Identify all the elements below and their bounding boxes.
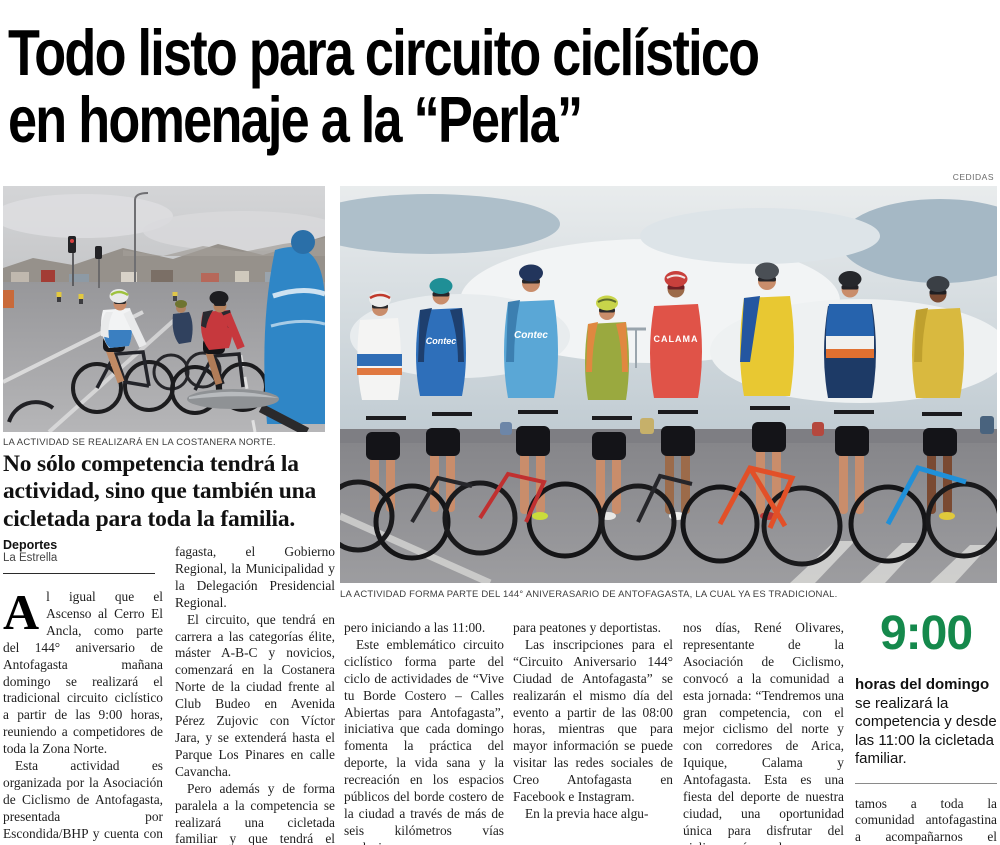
- paragraph: Esta actividad es organizada por la Asoc…: [3, 758, 163, 845]
- secondary-photo-race: [3, 186, 325, 432]
- lineup-scene-illustration: Contec Contec: [340, 186, 997, 583]
- paragraph-text: l igual que el Ascenso al Cerro El Ancla…: [3, 589, 163, 757]
- cyclist-white-blue: [71, 289, 175, 414]
- riders-row: Contec Contec: [357, 262, 964, 400]
- factbox-divider: [855, 782, 997, 784]
- article-column-3: pero iniciando a las 11:00. Este emblemá…: [344, 620, 504, 845]
- paragraph: Pero además y de forma paralela a la com…: [175, 780, 335, 845]
- article-column-5: nos días, René Olivares, representante d…: [683, 620, 844, 845]
- rider-7: [824, 271, 876, 398]
- jersey-text-contec-2: Contec: [514, 330, 548, 341]
- headline-line2: en homenaje a la “Perla”: [8, 83, 583, 156]
- traffic-light: [68, 236, 102, 288]
- race-scene-illustration: [3, 186, 325, 432]
- left-photo-caption: LA ACTIVIDAD SE REALIZARÁ EN LA COSTANER…: [3, 437, 276, 448]
- handlebars-row: [366, 406, 962, 420]
- closing-paragraph: tamos a toda la comunidad antofagastina …: [855, 796, 997, 845]
- section-label: Deportes: [3, 538, 58, 552]
- drop-cap: A: [3, 584, 40, 640]
- partial-wheel: [7, 400, 55, 423]
- course-marshals: [56, 292, 178, 304]
- rider-6: [740, 262, 794, 396]
- main-photo-lineup: Contec Contec: [340, 186, 997, 583]
- factbox-time: 9:00: [879, 607, 973, 660]
- article-column-4: para peatones y deportistas. Las inscrip…: [513, 620, 673, 823]
- jersey-text-calama: CALAMA: [654, 334, 699, 344]
- main-photo-caption: LA ACTIVIDAD FORMA PARTE DEL 144° ANIVER…: [340, 589, 838, 600]
- rider-4: [585, 295, 629, 400]
- rider-3: Contec: [504, 264, 558, 398]
- paragraph: para peatones y deportistas.: [513, 620, 661, 635]
- factbox-lead-bold: horas del domingo: [855, 676, 990, 693]
- photo-credit: CEDIDAS: [952, 172, 994, 182]
- closing-text: tamos a toda la comunidad antofagastina …: [855, 795, 997, 845]
- byline-divider: [3, 573, 155, 574]
- foreground-saddle: [187, 389, 310, 432]
- standfirst: No sólo competencia tendrá la actividad,…: [3, 451, 317, 532]
- paragraph: En la previa hace algu-: [525, 805, 649, 821]
- paragraph: Este emblemático circuito ciclístico for…: [344, 636, 504, 845]
- background-rider: [152, 300, 222, 391]
- factbox-text: horas del domingo se realizará la compet…: [855, 676, 997, 769]
- rider-1: [357, 291, 402, 400]
- background-crowd: [500, 416, 994, 436]
- cyclist-red: [170, 291, 268, 415]
- paragraph: nos días, René Olivares, representante d…: [683, 620, 844, 845]
- time-factbox: 9:00 horas del domingo se realizará la c…: [855, 600, 997, 845]
- bikes-row: [340, 465, 997, 567]
- jersey-text-contec: Contec: [426, 336, 457, 346]
- orange-banner: [3, 290, 14, 308]
- rider-5: CALAMA: [650, 271, 702, 398]
- rider-2: Contec: [416, 278, 466, 396]
- source-label: La Estrella: [3, 552, 58, 565]
- paragraph: fagasta, el Gobierno Regional, la Munici…: [175, 544, 335, 610]
- foreground-blue-rider: [264, 230, 325, 424]
- streetlight: [134, 192, 149, 282]
- legs-row: [366, 422, 957, 520]
- paragraph: pero iniciando a las 11:00.: [344, 620, 486, 635]
- paragraph: El circuito, que tendrá en carrera a las…: [175, 611, 335, 779]
- headline: Todo listo para circuito ciclístico en h…: [8, 20, 991, 153]
- streetlamp: [626, 327, 646, 368]
- byline: Deportes La Estrella: [3, 538, 57, 566]
- paragraph: Las inscripciones para el “Circuito Aniv…: [513, 636, 673, 805]
- rider-8: [912, 276, 964, 398]
- headline-line1: Todo listo para circuito ciclístico: [8, 16, 760, 90]
- article-column-2: fagasta, el Gobierno Regional, la Munici…: [175, 544, 335, 845]
- factbox-lead-rest: se realizará la competencia y desde las …: [855, 694, 997, 768]
